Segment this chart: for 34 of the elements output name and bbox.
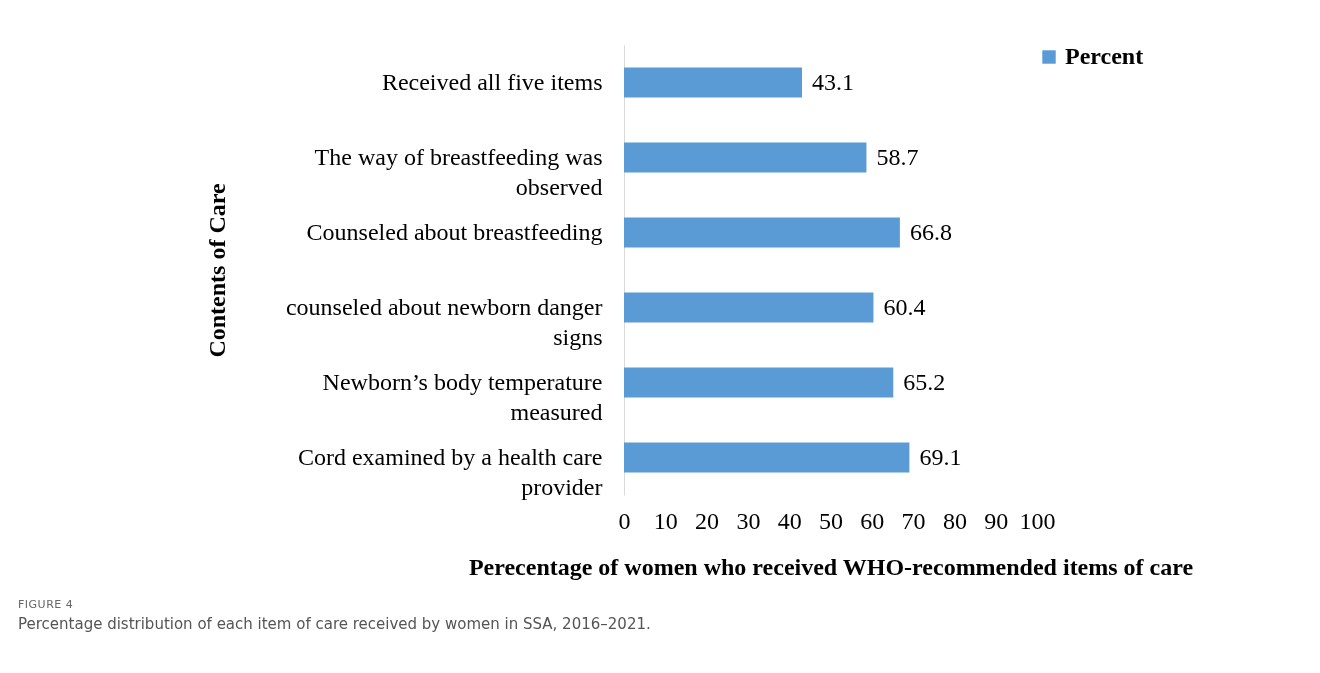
- bar: [624, 367, 894, 398]
- x-tick-label: 100: [1019, 507, 1056, 534]
- x-tick-label: 60: [860, 507, 885, 534]
- text: Percentage distribution of each item of care received by women in SSA, 2016–2021.: [18, 615, 651, 633]
- data-label: 43.1: [812, 68, 854, 95]
- data-label: 66.8: [909, 218, 952, 245]
- x-tick-label: 90: [984, 507, 1009, 534]
- y-tick-label: Cord examined by a health care provider: [297, 443, 603, 500]
- x-tick-label: 10: [653, 507, 678, 534]
- x-axis-title: Perecentage of women who received WHO-recommended items of care: [468, 553, 1194, 580]
- bar: [624, 142, 867, 173]
- bar: [624, 67, 802, 98]
- legend-label: Percent: [1065, 43, 1144, 69]
- x-tick-label: 50: [819, 507, 843, 534]
- caption: FIGURE 4: [18, 598, 75, 611]
- data-label: 60.4: [883, 293, 926, 320]
- y-axis-title: Contents of Care: [203, 183, 230, 358]
- x-tick-label: 70: [901, 507, 926, 534]
- y-tick-label: Newborn’s body temperature measured: [322, 368, 603, 425]
- y-tick-label: Received all five items: [381, 68, 603, 95]
- data-label: 69.1: [919, 443, 962, 470]
- x-tick-label: 40: [777, 507, 802, 534]
- y-tick-label: Counseled about breastfeeding: [306, 218, 603, 245]
- bar: [624, 442, 910, 473]
- bar: [624, 292, 874, 323]
- x-tick-label: 0: [618, 507, 631, 534]
- y-tick-label: The way of breastfeeding was observed: [314, 143, 603, 200]
- x-tick-label: 20: [695, 507, 720, 534]
- x-tick-label: 80: [942, 507, 967, 534]
- y-tick-label: counseled about newborn danger signs: [285, 293, 603, 350]
- bar: [624, 217, 900, 248]
- x-tick-label: 30: [736, 507, 761, 534]
- data-label: 65.2: [903, 368, 946, 395]
- data-label: 58.7: [876, 143, 919, 170]
